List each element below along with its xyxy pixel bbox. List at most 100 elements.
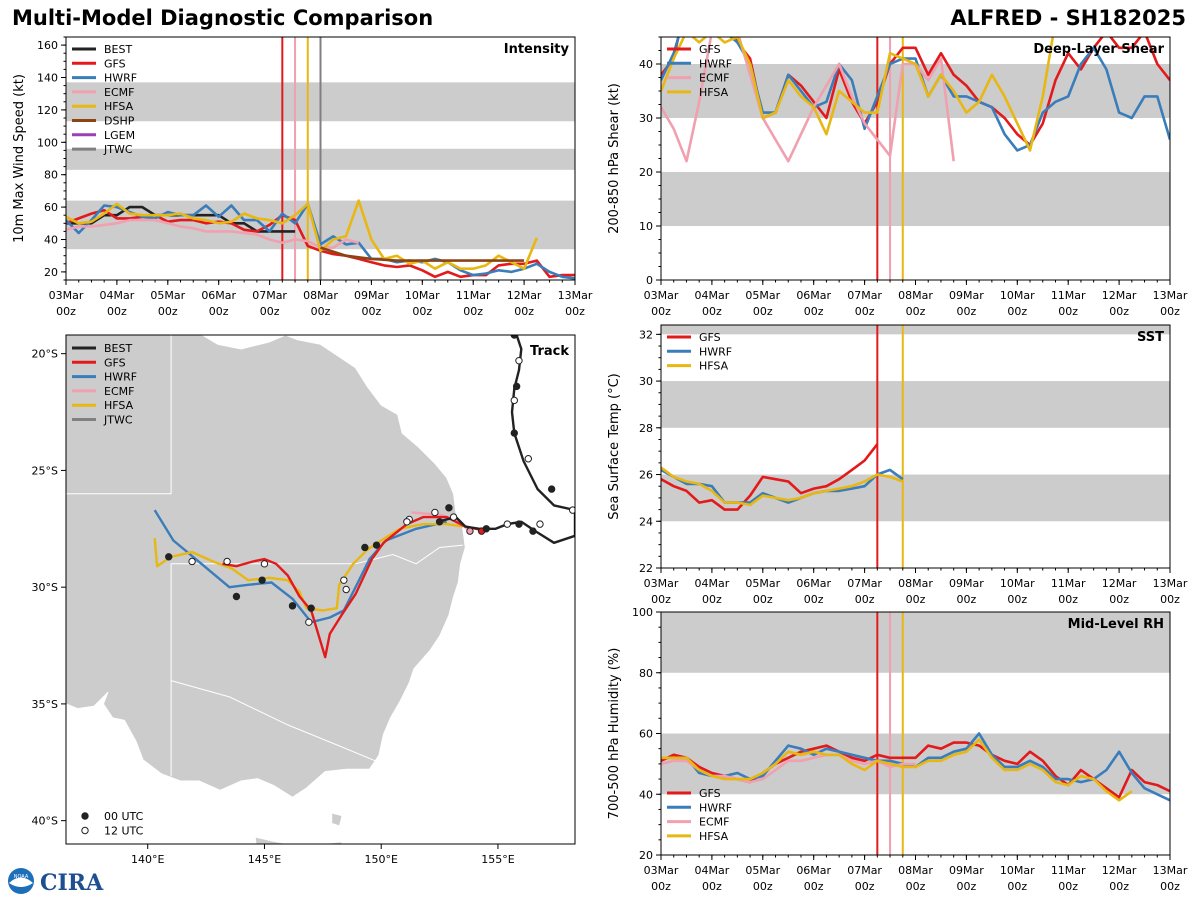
track-marker-00utc bbox=[510, 429, 518, 437]
panel-title: Intensity bbox=[504, 42, 570, 57]
panel-title: Track bbox=[530, 344, 569, 359]
x-tick-label: 09Mar bbox=[949, 289, 984, 302]
y-tick-label: 30 bbox=[639, 375, 653, 388]
track-marker-00utc bbox=[361, 543, 369, 552]
x-tick-label: 12Mar bbox=[1102, 864, 1137, 877]
x-tick-label: 145°E bbox=[248, 853, 281, 866]
y-tick-label: 40 bbox=[639, 788, 653, 801]
x-tick-label: 00z bbox=[753, 305, 773, 318]
x-tick-label: 00z bbox=[1007, 305, 1027, 318]
x-tick-label: 10Mar bbox=[1000, 864, 1035, 877]
track-marker-12utc bbox=[503, 520, 511, 528]
x-tick-label: 00z bbox=[1160, 880, 1180, 893]
x-tick-label: 03Mar bbox=[49, 289, 84, 302]
x-tick-label: 00z bbox=[957, 593, 977, 606]
x-tick-label: 00z bbox=[412, 305, 432, 318]
x-tick-label: 00z bbox=[1160, 305, 1180, 318]
x-tick-label: 11Mar bbox=[456, 289, 491, 302]
y-axis-label: 700-500 hPa Humidity (%) bbox=[607, 648, 622, 820]
track-marker-00utc bbox=[165, 553, 173, 561]
panel-title: Mid-Level RH bbox=[1068, 617, 1164, 632]
plot-area-rh bbox=[661, 612, 1170, 855]
track-marker-12utc bbox=[342, 585, 350, 594]
panel-rh: 20 40 60 80 100 03Mar 00z 04Mar 00z 05Mar 00z 06Mar… bbox=[607, 606, 1188, 893]
x-tick-label: 08Mar bbox=[898, 864, 933, 877]
series-line-dshp bbox=[320, 246, 525, 262]
noaa-cira-logo: NOAA CIRA bbox=[8, 868, 104, 896]
x-tick-label: 00z bbox=[651, 593, 671, 606]
legend-label-best: BEST bbox=[104, 43, 132, 56]
shaded-band bbox=[661, 612, 1170, 673]
series-line-hfsa bbox=[66, 199, 539, 271]
series-line-ecmf bbox=[66, 218, 360, 249]
x-tick-label: 08Mar bbox=[898, 289, 933, 302]
y-tick-label: 60 bbox=[639, 728, 653, 741]
x-tick-label: 05Mar bbox=[745, 864, 780, 877]
x-tick-label: 00z bbox=[753, 593, 773, 606]
noaa-wave-icon bbox=[9, 877, 33, 887]
x-tick-label: 00z bbox=[651, 880, 671, 893]
track-marker-12utc bbox=[188, 557, 196, 566]
y-tick-label: 80 bbox=[639, 667, 653, 680]
x-tick-label: 03Mar bbox=[644, 864, 679, 877]
track-marker-12utc bbox=[510, 396, 518, 405]
y-axis-label: 200-850 hPa Shear (kt) bbox=[607, 83, 622, 234]
x-tick-label: 00z bbox=[906, 880, 926, 893]
x-tick-label: 00z bbox=[260, 305, 280, 318]
storm-title: ALFRED - SH182025 bbox=[950, 6, 1186, 30]
x-tick-label: 155°E bbox=[481, 853, 514, 866]
y-tick-label: 20 bbox=[639, 849, 653, 862]
track-marker-12utc bbox=[568, 506, 575, 514]
x-tick-label: 00z bbox=[855, 305, 875, 318]
legend-label-ecmf: ECMF bbox=[104, 86, 134, 99]
track-line-best bbox=[436, 335, 575, 544]
panel-intensity: 20 40 60 80 100 120 140 160 03Mar 00z 04Mar 00z 05Ma… bbox=[12, 36, 593, 318]
track-marker-00utc bbox=[466, 527, 474, 535]
plot-frame bbox=[660, 324, 1171, 569]
x-tick-label: 04Mar bbox=[100, 289, 135, 302]
y-tick-label: 40 bbox=[44, 234, 58, 247]
track-marker-12utc bbox=[515, 356, 523, 365]
panel-shear: 0 10 20 30 40 03Mar 00z 04Mar 00z 05Mar 00z 06Mar 00… bbox=[607, 36, 1188, 318]
plot-frame bbox=[65, 334, 576, 845]
track-marker-00utc bbox=[547, 485, 556, 493]
legend-label-hwrf: HWRF bbox=[699, 345, 732, 358]
track-marker-12utc bbox=[223, 557, 231, 566]
x-tick-label: 00z bbox=[1109, 593, 1129, 606]
flinders-island bbox=[332, 813, 342, 826]
track-marker-00utc bbox=[307, 604, 315, 612]
y-tick-label: 26 bbox=[639, 469, 653, 482]
y-tick-label: 40 bbox=[639, 58, 653, 71]
x-tick-label: 00z bbox=[209, 305, 229, 318]
x-tick-label: 06Mar bbox=[201, 289, 236, 302]
marker-legend: 00 UTC 12 UTC bbox=[81, 810, 144, 838]
track-marker-00utc bbox=[435, 518, 444, 526]
legend-label-ecmf: ECMF bbox=[104, 385, 134, 398]
state-border bbox=[66, 335, 172, 495]
x-tick-label: 07Mar bbox=[847, 864, 882, 877]
y-tick-label: 100 bbox=[37, 136, 58, 149]
y-tick-label: 160 bbox=[37, 39, 58, 52]
panel-title: SST bbox=[1137, 330, 1164, 345]
track-line-hfsa bbox=[153, 522, 464, 612]
x-tick-label: 00z bbox=[906, 305, 926, 318]
y-tick-label: 40°S bbox=[32, 815, 58, 828]
y-tick-label: 28 bbox=[639, 422, 653, 435]
x-tick-label: 00z bbox=[311, 305, 331, 318]
legend-label-hwrf: HWRF bbox=[104, 371, 137, 384]
x-tick-label: 07Mar bbox=[847, 289, 882, 302]
legend-label-jtwc: JTWC bbox=[103, 414, 133, 427]
panel-sst: 22 24 26 28 30 32 03Mar 00z 04Mar 00z 05Mar 00z 06Ma… bbox=[607, 324, 1188, 606]
x-tick-label: 00z bbox=[1007, 880, 1027, 893]
legend-label-dshp: DSHP bbox=[104, 115, 135, 128]
legend-label-gfs: GFS bbox=[699, 331, 721, 344]
track-marker-00utc bbox=[512, 382, 521, 391]
x-tick-label: 00z bbox=[158, 305, 178, 318]
y-tick-label: 24 bbox=[639, 515, 653, 528]
x-tick-label: 11Mar bbox=[1051, 577, 1086, 590]
track-marker-00utc bbox=[258, 576, 266, 584]
